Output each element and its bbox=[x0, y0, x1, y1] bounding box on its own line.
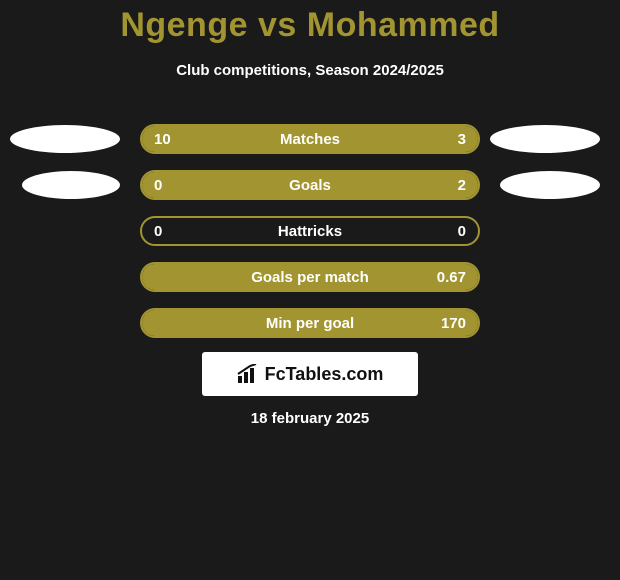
stat-bar: Min per goal170 bbox=[140, 308, 480, 338]
decorative-ellipse bbox=[10, 125, 120, 153]
brand-badge[interactable]: FcTables.com bbox=[202, 352, 418, 396]
stat-label: Goals bbox=[142, 172, 478, 198]
decorative-ellipse bbox=[22, 171, 120, 199]
stat-label: Matches bbox=[142, 126, 478, 152]
date: 18 february 2025 bbox=[0, 410, 620, 427]
decorative-ellipse bbox=[500, 171, 600, 199]
stat-value-right: 170 bbox=[429, 310, 478, 336]
stat-value-right: 0.67 bbox=[425, 264, 478, 290]
comparison-card: Ngenge vs Mohammed Club competitions, Se… bbox=[0, 0, 620, 580]
stat-bar: 0Hattricks0 bbox=[140, 216, 480, 246]
stat-value-right: 2 bbox=[446, 172, 478, 198]
page-title: Ngenge vs Mohammed bbox=[0, 6, 620, 45]
brand-text: FcTables.com bbox=[265, 364, 384, 385]
player-right-name: Mohammed bbox=[307, 6, 500, 44]
decorative-ellipse bbox=[490, 125, 600, 153]
stat-row: 0Hattricks0 bbox=[0, 216, 620, 246]
stat-value-right: 0 bbox=[446, 218, 478, 244]
stat-row: Min per goal170 bbox=[0, 308, 620, 338]
stat-bar: 0Goals2 bbox=[140, 170, 480, 200]
stat-row: Goals per match0.67 bbox=[0, 262, 620, 292]
stat-value-right: 3 bbox=[446, 126, 478, 152]
player-left-name: Ngenge bbox=[120, 6, 248, 44]
stat-bar: 10Matches3 bbox=[140, 124, 480, 154]
chart-icon bbox=[237, 364, 259, 384]
stat-bar: Goals per match0.67 bbox=[140, 262, 480, 292]
vs-separator: vs bbox=[258, 6, 297, 44]
stat-label: Hattricks bbox=[142, 218, 478, 244]
stat-label: Min per goal bbox=[142, 310, 478, 336]
subtitle: Club competitions, Season 2024/2025 bbox=[0, 62, 620, 79]
